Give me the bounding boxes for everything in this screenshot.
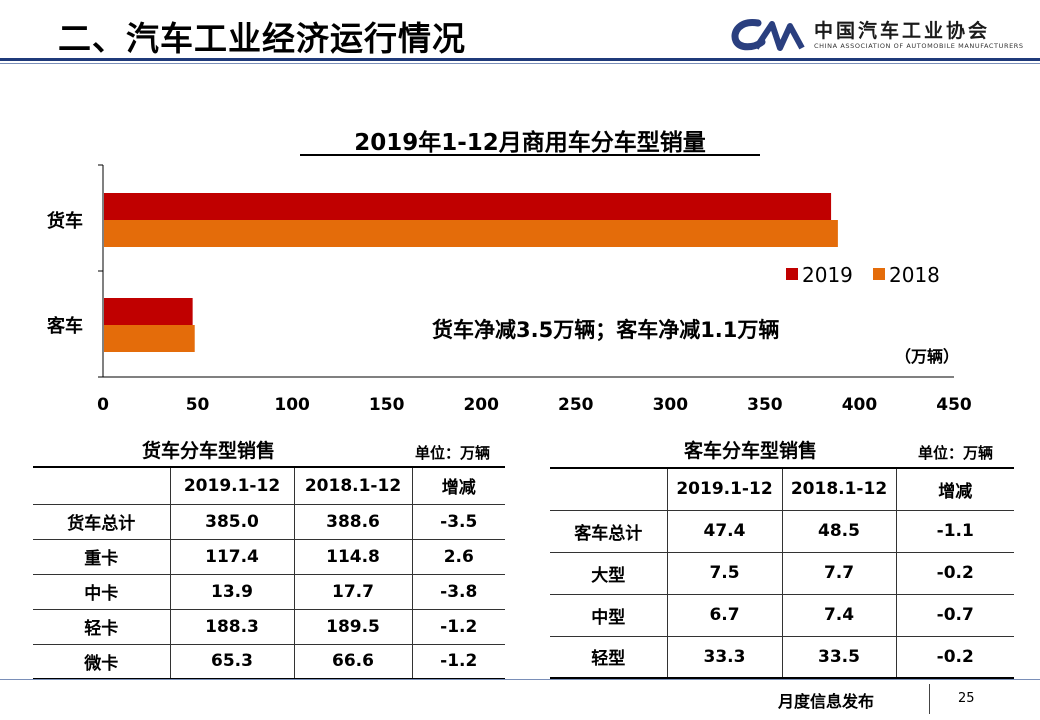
row-label: 重卡 [33,538,171,575]
bus-table-title: 客车分车型销售 [684,440,818,462]
legend-swatch-2018 [873,268,885,280]
table-row: 中型 6.7 7.4 -0.7 [550,593,1014,637]
x-tick-label: 350 [747,395,783,415]
row-label: 轻型 [550,635,668,679]
bar-truck-2019 [104,193,832,220]
row-label: 大型 [550,551,668,595]
category-label-truck: 货车 [47,210,83,232]
table-header-cell: 2019.1-12 [169,466,295,505]
footer-separator [929,684,930,714]
x-tick-label: 200 [463,395,499,415]
x-tick-label: 100 [274,395,310,415]
table-cell: 385.0 [169,503,295,540]
bar-bus-2019 [104,298,193,325]
legend-swatch-2019 [786,268,798,280]
header-rule-thin [0,63,1040,64]
table-cell: 388.6 [293,503,413,540]
table-cell: 7.5 [666,551,783,595]
table-cell: 65.3 [169,643,295,680]
row-label: 轻卡 [33,608,171,645]
table-cell: -3.5 [411,503,505,540]
table-row: 客车总计 47.4 48.5 -1.1 [550,509,1014,553]
truck-table-title: 货车分车型销售 [142,440,276,462]
table-cell: -0.7 [895,593,1014,637]
table-row: 大型 7.5 7.7 -0.2 [550,551,1014,595]
bus-sales-table: 2019.1-12 2018.1-12 增减 客车总计 47.4 48.5 -1… [550,467,1014,679]
table-cell: 33.3 [666,635,783,679]
x-tick-label: 250 [558,395,594,415]
row-label: 客车总计 [550,509,668,553]
caam-logo-icon [731,19,805,51]
table-cell: 48.5 [781,509,897,553]
logo-subtitle: CHINA ASSOCIATION OF AUTOMOBILE MANUFACT… [814,42,1024,50]
x-tick-label: 450 [936,395,972,415]
table-cell: -1.1 [895,509,1014,553]
table-cell: 13.9 [169,573,295,610]
header-rule [0,58,1040,61]
table-row: 中卡 13.9 17.7 -3.8 [33,573,505,610]
row-label: 中型 [550,593,668,637]
table-cell: 114.8 [293,538,413,575]
category-label-bus: 客车 [47,315,83,337]
x-tick-label: 300 [653,395,689,415]
table-header-cell [33,466,171,505]
table-cell: 117.4 [169,538,295,575]
legend-label-2018: 2018 [889,263,940,287]
table-cell: 66.6 [293,643,413,680]
table-header-cell: 增减 [895,467,1014,511]
table-cell: -0.2 [895,635,1014,679]
footer-label: 月度信息发布 [778,692,875,711]
table-cell: 17.7 [293,573,413,610]
table-cell: -1.2 [411,608,505,645]
table-row: 轻卡 188.3 189.5 -1.2 [33,608,505,645]
chart-annotation: 货车净减3.5万辆；客车净减1.1万辆 [432,318,779,342]
bar-bus-2018 [104,325,195,352]
chart-title: 2019年1-12月商用车分车型销量 [354,129,706,156]
table-cell: 33.5 [781,635,897,679]
bus-table-unit: 单位：万辆 [918,444,994,462]
table-header-cell: 2019.1-12 [666,467,783,511]
legend: 2019 2018 [786,263,940,287]
row-label: 微卡 [33,643,171,680]
table-cell: 2.6 [411,538,505,575]
table-header-cell: 增减 [411,466,505,505]
table-cell: -1.2 [411,643,505,680]
x-tick-label: 400 [842,395,878,415]
table-cell: 6.7 [666,593,783,637]
table-cell: 7.7 [781,551,897,595]
footer-rule [0,679,1040,680]
table-row: 重卡 117.4 114.8 2.6 [33,538,505,575]
x-tick-label: 0 [97,395,109,415]
table-row: 货车总计 385.0 388.6 -3.5 [33,503,505,540]
bar-chart: 2019年1-12月商用车分车型销量 0 50 100 150 200 250 300 350… [47,129,972,415]
truck-table-unit: 单位：万辆 [415,444,491,462]
legend-label-2019: 2019 [802,263,853,287]
unit-label: （万辆） [895,347,959,366]
caam-logo: 中国汽车工业协会 CHINA ASSOCIATION OF AUTOMOBILE… [728,14,1023,56]
table-cell: -0.2 [895,551,1014,595]
row-label: 中卡 [33,573,171,610]
table-cell: 7.4 [781,593,897,637]
truck-sales-table: 2019.1-12 2018.1-12 增减 货车总计 385.0 388.6 … [33,466,505,680]
page-title: 二、汽车工业经济运行情况 [58,19,466,58]
x-tick-label: 50 [186,395,210,415]
x-tick-label: 150 [369,395,405,415]
table-cell: 188.3 [169,608,295,645]
table-header-cell: 2018.1-12 [781,467,897,511]
logo-name: 中国汽车工业协会 [814,20,991,42]
table-cell: 47.4 [666,509,783,553]
table-row: 轻型 33.3 33.5 -0.2 [550,635,1014,679]
table-header-cell: 2018.1-12 [293,466,413,505]
row-label: 货车总计 [33,503,171,540]
table-cell: -3.8 [411,573,505,610]
table-cell: 189.5 [293,608,413,645]
table-row: 微卡 65.3 66.6 -1.2 [33,643,505,680]
table-header-cell [550,467,668,511]
page-number: 25 [958,691,975,706]
bar-truck-2018 [104,220,838,247]
